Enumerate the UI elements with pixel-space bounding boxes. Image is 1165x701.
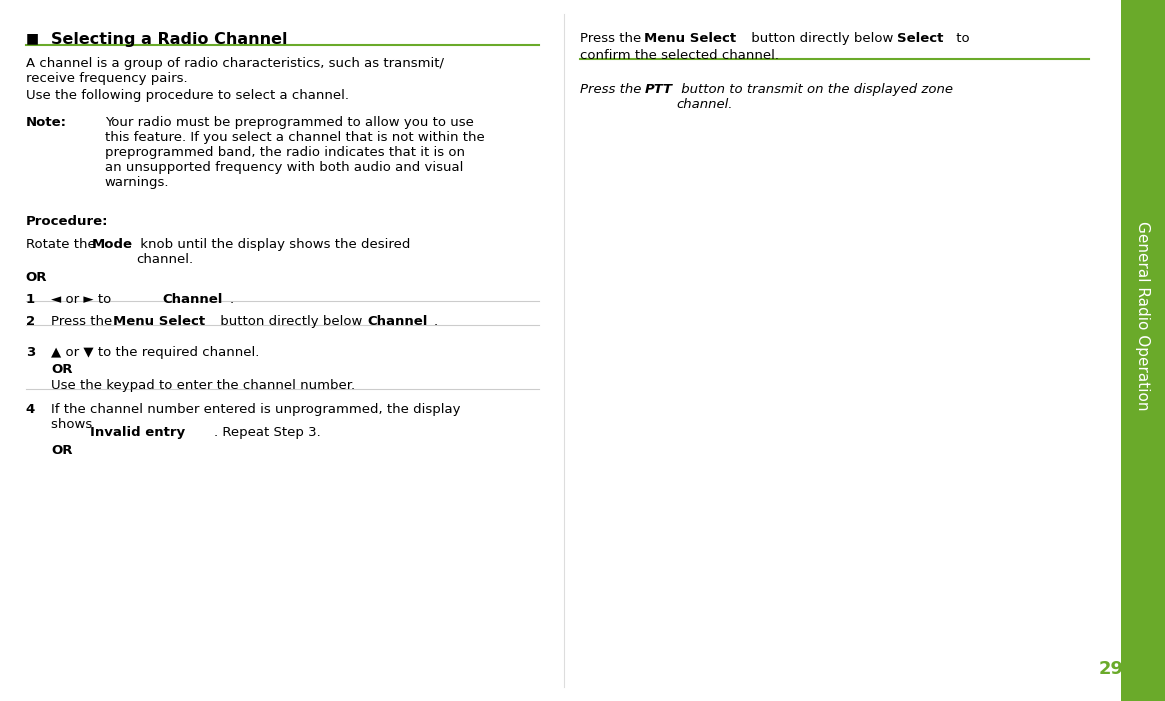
Text: Press the: Press the	[580, 32, 645, 45]
Text: knob until the display shows the desired
channel.: knob until the display shows the desired…	[136, 238, 411, 266]
Text: ◄ or ► to: ◄ or ► to	[51, 293, 115, 306]
FancyBboxPatch shape	[1121, 0, 1165, 701]
Text: Procedure:: Procedure:	[26, 215, 108, 229]
Text: button directly below: button directly below	[216, 315, 366, 329]
Text: Select: Select	[897, 32, 944, 45]
Text: 29: 29	[1099, 660, 1124, 679]
Text: Rotate the: Rotate the	[26, 238, 100, 252]
Text: If the channel number entered is unprogrammed, the display
shows: If the channel number entered is unprogr…	[51, 403, 461, 431]
Text: Selecting a Radio Channel: Selecting a Radio Channel	[51, 32, 288, 46]
Text: to: to	[952, 32, 969, 45]
Text: 1: 1	[26, 293, 35, 306]
Text: button directly below: button directly below	[747, 32, 897, 45]
Text: 2: 2	[26, 315, 35, 329]
Text: OR: OR	[26, 271, 47, 285]
Text: confirm the selected channel.: confirm the selected channel.	[580, 49, 779, 62]
Text: Your radio must be preprogrammed to allow you to use
this feature. If you select: Your radio must be preprogrammed to allo…	[105, 116, 485, 189]
Text: 4: 4	[26, 403, 35, 416]
Text: . Repeat Step 3.: . Repeat Step 3.	[214, 426, 322, 440]
Text: .: .	[230, 293, 234, 306]
Text: Channel: Channel	[367, 315, 428, 329]
Text: Menu Select: Menu Select	[644, 32, 736, 45]
Text: General Radio Operation: General Radio Operation	[1136, 221, 1150, 410]
Text: Menu Select: Menu Select	[113, 315, 205, 329]
Text: Note:: Note:	[26, 116, 66, 129]
Text: 3: 3	[26, 346, 35, 359]
Text: OR: OR	[51, 363, 72, 376]
Text: Press the: Press the	[51, 315, 116, 329]
Text: PTT: PTT	[644, 83, 672, 96]
Text: Invalid entry: Invalid entry	[90, 426, 185, 440]
Text: .: .	[433, 315, 438, 329]
Text: Use the keypad to enter the channel number.: Use the keypad to enter the channel numb…	[51, 379, 355, 393]
Text: ■: ■	[26, 32, 43, 46]
Text: Channel: Channel	[162, 293, 223, 306]
Text: Use the following procedure to select a channel.: Use the following procedure to select a …	[26, 89, 348, 102]
Text: OR: OR	[51, 444, 72, 457]
Text: A channel is a group of radio characteristics, such as transmit/
receive frequen: A channel is a group of radio characteri…	[26, 57, 444, 86]
Text: Press the: Press the	[580, 83, 645, 96]
Text: ▲ or ▼ to the required channel.: ▲ or ▼ to the required channel.	[51, 346, 260, 359]
Text: Mode: Mode	[92, 238, 133, 252]
Text: button to transmit on the displayed zone
channel.: button to transmit on the displayed zone…	[677, 83, 953, 111]
